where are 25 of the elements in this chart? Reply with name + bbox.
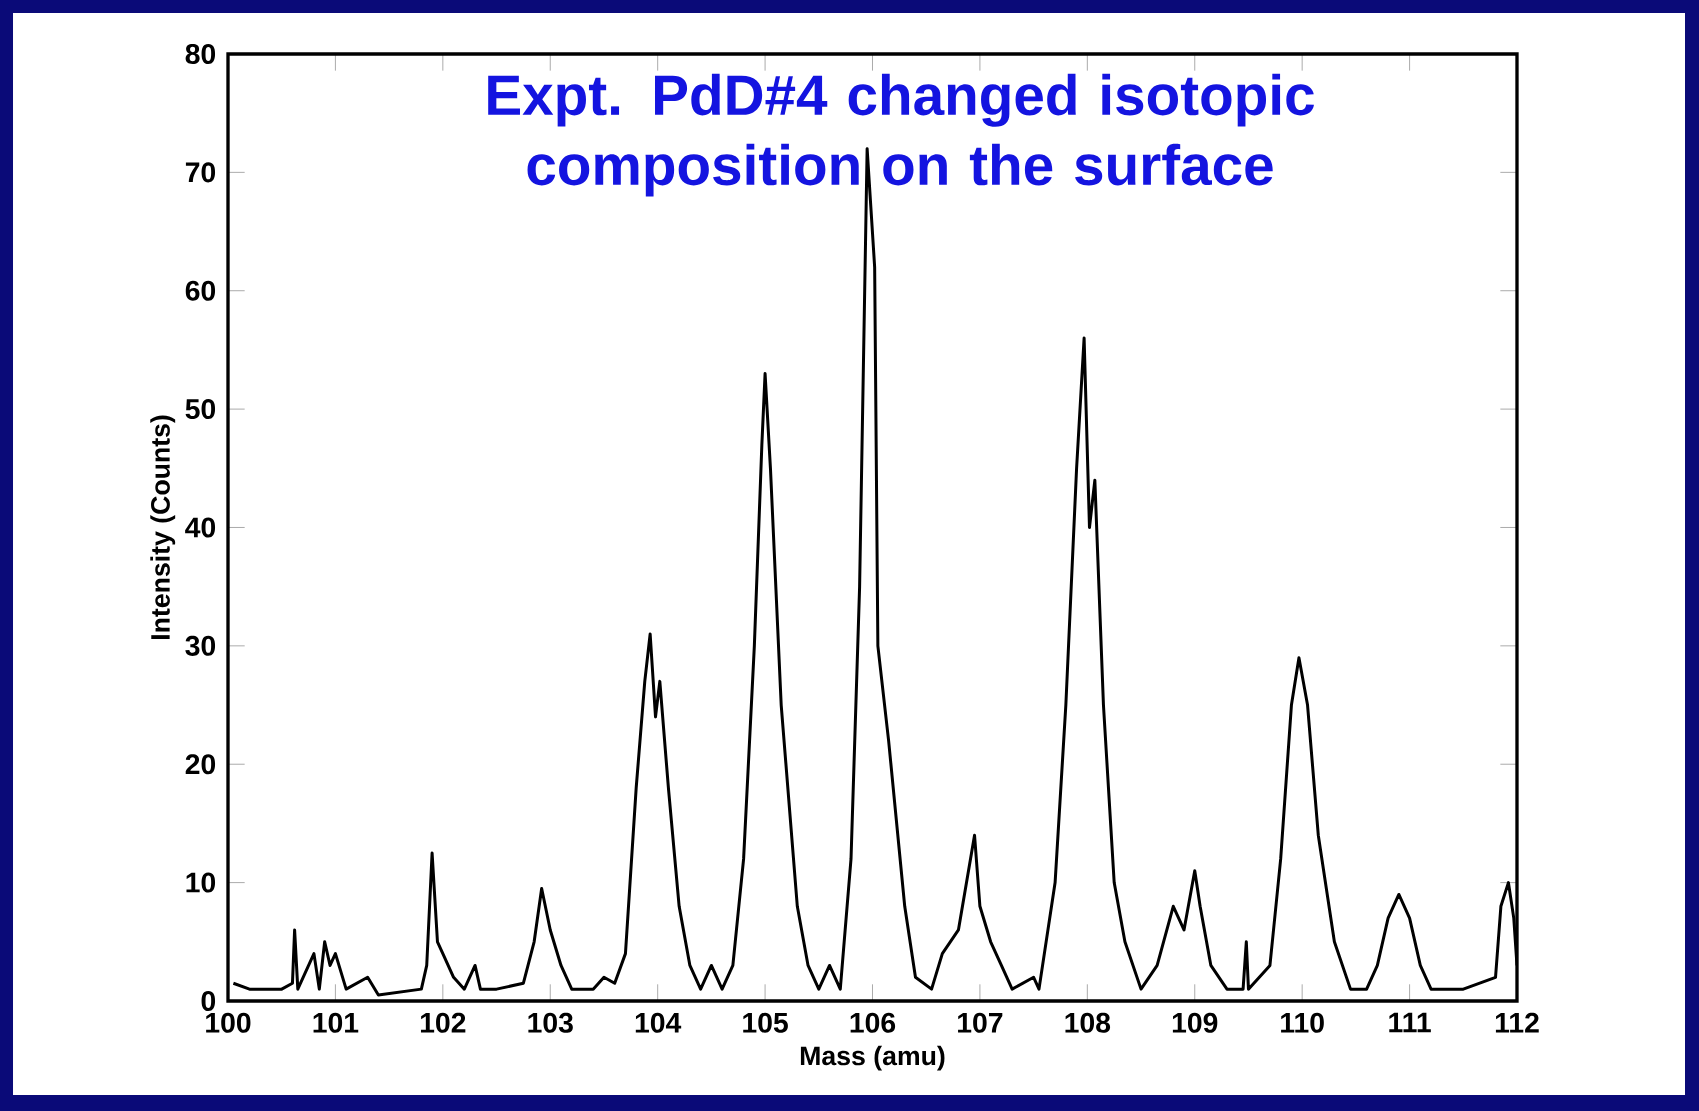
x-tick-label: 106 (850, 1012, 896, 1033)
x-tick-label: 100 (206, 1012, 251, 1033)
x-tick-label: 101 (313, 1012, 359, 1033)
y-tick-label: 60 (185, 280, 216, 301)
x-tick-label: 109 (1172, 1012, 1218, 1033)
x-tick-label: 112 (1495, 1012, 1539, 1033)
x-tick-label: 104 (635, 1012, 682, 1033)
x-tick-label: 103 (528, 1012, 573, 1033)
x-tick-label: 108 (1065, 1012, 1111, 1033)
y-tick-label: 80 (185, 44, 216, 65)
y-tick-label: 50 (185, 399, 216, 420)
x-tick-label: 102 (420, 1012, 466, 1033)
y-tick-label: 40 (185, 517, 216, 538)
text: Expt. PdD#4 changed isotopic composition on the surface (488, 73, 1314, 197)
y-tick-label: 30 (185, 635, 216, 656)
x-tick-label: 110 (1281, 1012, 1324, 1033)
y-tick-label: 70 (185, 162, 216, 183)
y-tick-label: 0 (201, 990, 216, 1011)
y-tick-label: 20 (185, 754, 216, 775)
y-tick-label: 10 (186, 872, 216, 893)
x-tick-label: 107 (958, 1012, 1003, 1033)
x-axis-title: Mass (amu) (800, 1045, 945, 1071)
x-tick-label: 111 (1389, 1012, 1431, 1033)
y-axis-title: Intensity (Counts) (150, 415, 176, 640)
x-tick-label: 105 (743, 1012, 788, 1033)
